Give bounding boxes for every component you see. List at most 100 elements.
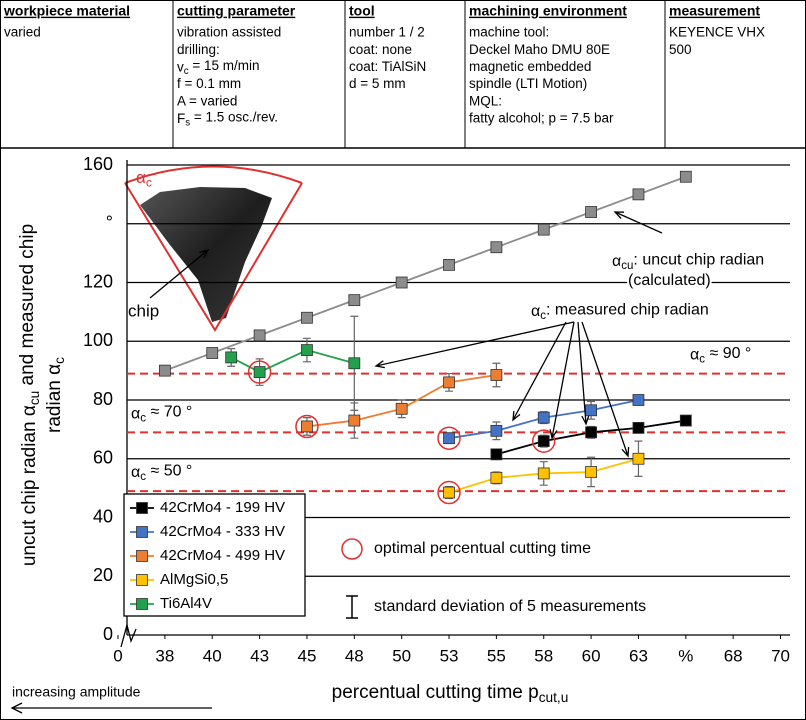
data-point: [538, 224, 549, 235]
column-title: machining environment: [469, 3, 627, 19]
data-point: [633, 453, 644, 464]
optimal-label: optimal percentual cutting time: [374, 540, 591, 557]
chip-angle-label-main: α: [136, 168, 146, 187]
reference-label-rest: ≈ 70 °: [146, 404, 192, 421]
cell-line-main: F: [177, 111, 185, 126]
y-tick-label: 80: [93, 389, 113, 409]
std-label: standard deviation of 5 measurements: [374, 598, 646, 615]
cell-line: varied: [4, 25, 41, 40]
y-tick-label: 100: [83, 330, 113, 350]
data-point: [444, 259, 455, 270]
cell-line: machine tool:: [469, 25, 549, 40]
y-tick-label: 0: [103, 624, 113, 644]
reference-label-rest: ≈ 50 °: [146, 463, 192, 480]
data-point: [349, 358, 360, 369]
data-point: [349, 415, 360, 426]
y-axis-title-sub: c: [51, 357, 66, 364]
x-tick-label: %: [678, 646, 693, 665]
data-point: [491, 242, 502, 253]
y-tick-label: 60: [93, 448, 113, 468]
data-point: [349, 295, 360, 306]
x-tick-label: 45: [297, 646, 316, 665]
cell-line: coat: TiAlSiN: [349, 59, 426, 74]
y-axis-title-sub: cu: [26, 391, 41, 405]
data-point: [538, 436, 549, 447]
cell-line: Deckel Maho DMU 80E: [469, 42, 610, 57]
cell-line-rest: = 1.5 osc./rev.: [190, 109, 278, 124]
x-axis-title-sub: cut,u: [539, 689, 569, 704]
data-point: [680, 171, 691, 182]
data-point: [491, 425, 502, 436]
calc-note-rest: : uncut chip radian: [633, 252, 764, 269]
data-point: [301, 345, 312, 356]
y-tick-label: 120: [83, 271, 113, 291]
measured-note-main: α: [531, 303, 540, 320]
measured-note-rest: : measured chip radian: [546, 302, 709, 319]
data-point: [491, 370, 502, 381]
cell-line: 500: [669, 42, 692, 57]
chip-label: chip: [128, 301, 159, 320]
column-title: tool: [349, 3, 375, 19]
legend-marker: [137, 575, 148, 586]
data-point: [491, 472, 502, 483]
reference-label-rest: ≈ 90 °: [705, 345, 751, 362]
x-tick-label: 55: [487, 646, 506, 665]
data-point: [586, 207, 597, 218]
reference-label-main: α: [131, 464, 140, 481]
legend-label: AlMgSi0,5: [160, 571, 228, 588]
x-axis-title-main: percentual cutting time p: [332, 682, 539, 703]
x-tick-label: 40: [203, 646, 222, 665]
chip-angle-label-sub: c: [146, 176, 152, 190]
amplitude-note: increasing amplitude: [12, 684, 141, 700]
data-point: [396, 403, 407, 414]
legend-marker: [137, 551, 148, 562]
calc-note-main: α: [612, 253, 621, 270]
x-tick-label: 58: [534, 646, 553, 665]
data-point: [254, 367, 265, 378]
data-point: [159, 365, 170, 376]
legend-marker: [137, 527, 148, 538]
legend-label: 42CrMo4 - 199 HV: [160, 499, 285, 516]
y-tick-label: 160: [83, 154, 113, 174]
data-point: [633, 189, 644, 200]
y-axis-title-main: radian α: [44, 364, 65, 433]
x-tick-label: 68: [724, 646, 743, 665]
y-tick-label: °: [106, 213, 113, 233]
cell-line: vibration assisted: [177, 25, 281, 40]
y-axis-title-rest: and measured chip: [17, 224, 38, 391]
reference-label-main: α: [131, 406, 140, 423]
data-point: [444, 433, 455, 444]
data-point: [491, 449, 502, 460]
cell-line: number 1 / 2: [349, 25, 425, 40]
column-title: cutting parameter: [177, 3, 296, 19]
figure: workpiece materialvariedcutting paramete…: [0, 0, 806, 720]
data-point: [586, 466, 597, 477]
cell-line: magnetic embedded: [469, 59, 591, 74]
x-tick-label: 50: [392, 646, 411, 665]
data-point: [207, 348, 218, 359]
x-axis-title: percentual cutting time pcut,u: [332, 682, 569, 704]
x-tick-label: 38: [155, 646, 174, 665]
data-point: [538, 468, 549, 479]
cell-line: drilling:: [177, 42, 220, 57]
data-point: [301, 312, 312, 323]
legend-label: 42CrMo4 - 499 HV: [160, 547, 285, 564]
cell-line: A = varied: [177, 93, 237, 108]
legend-label: 42CrMo4 - 333 HV: [160, 523, 285, 540]
data-point: [633, 422, 644, 433]
cell-line: coat: none: [349, 42, 412, 57]
data-point: [254, 330, 265, 341]
cell-line: d = 5 mm: [349, 76, 406, 91]
data-point: [396, 277, 407, 288]
legend-label: Ti6Al4V: [160, 595, 212, 612]
cell-line-rest: = 15 m/min: [189, 58, 260, 73]
data-point: [633, 395, 644, 406]
cell-line: spindle (LTI Motion): [469, 76, 587, 91]
cell-line: MQL:: [469, 93, 502, 108]
y-tick-label: 40: [93, 506, 113, 526]
x-tick-label: 70: [771, 646, 790, 665]
x-tick-label: 63: [629, 646, 648, 665]
data-point: [586, 405, 597, 416]
reference-label-main: α: [690, 347, 699, 364]
column-title: measurement: [669, 3, 760, 19]
